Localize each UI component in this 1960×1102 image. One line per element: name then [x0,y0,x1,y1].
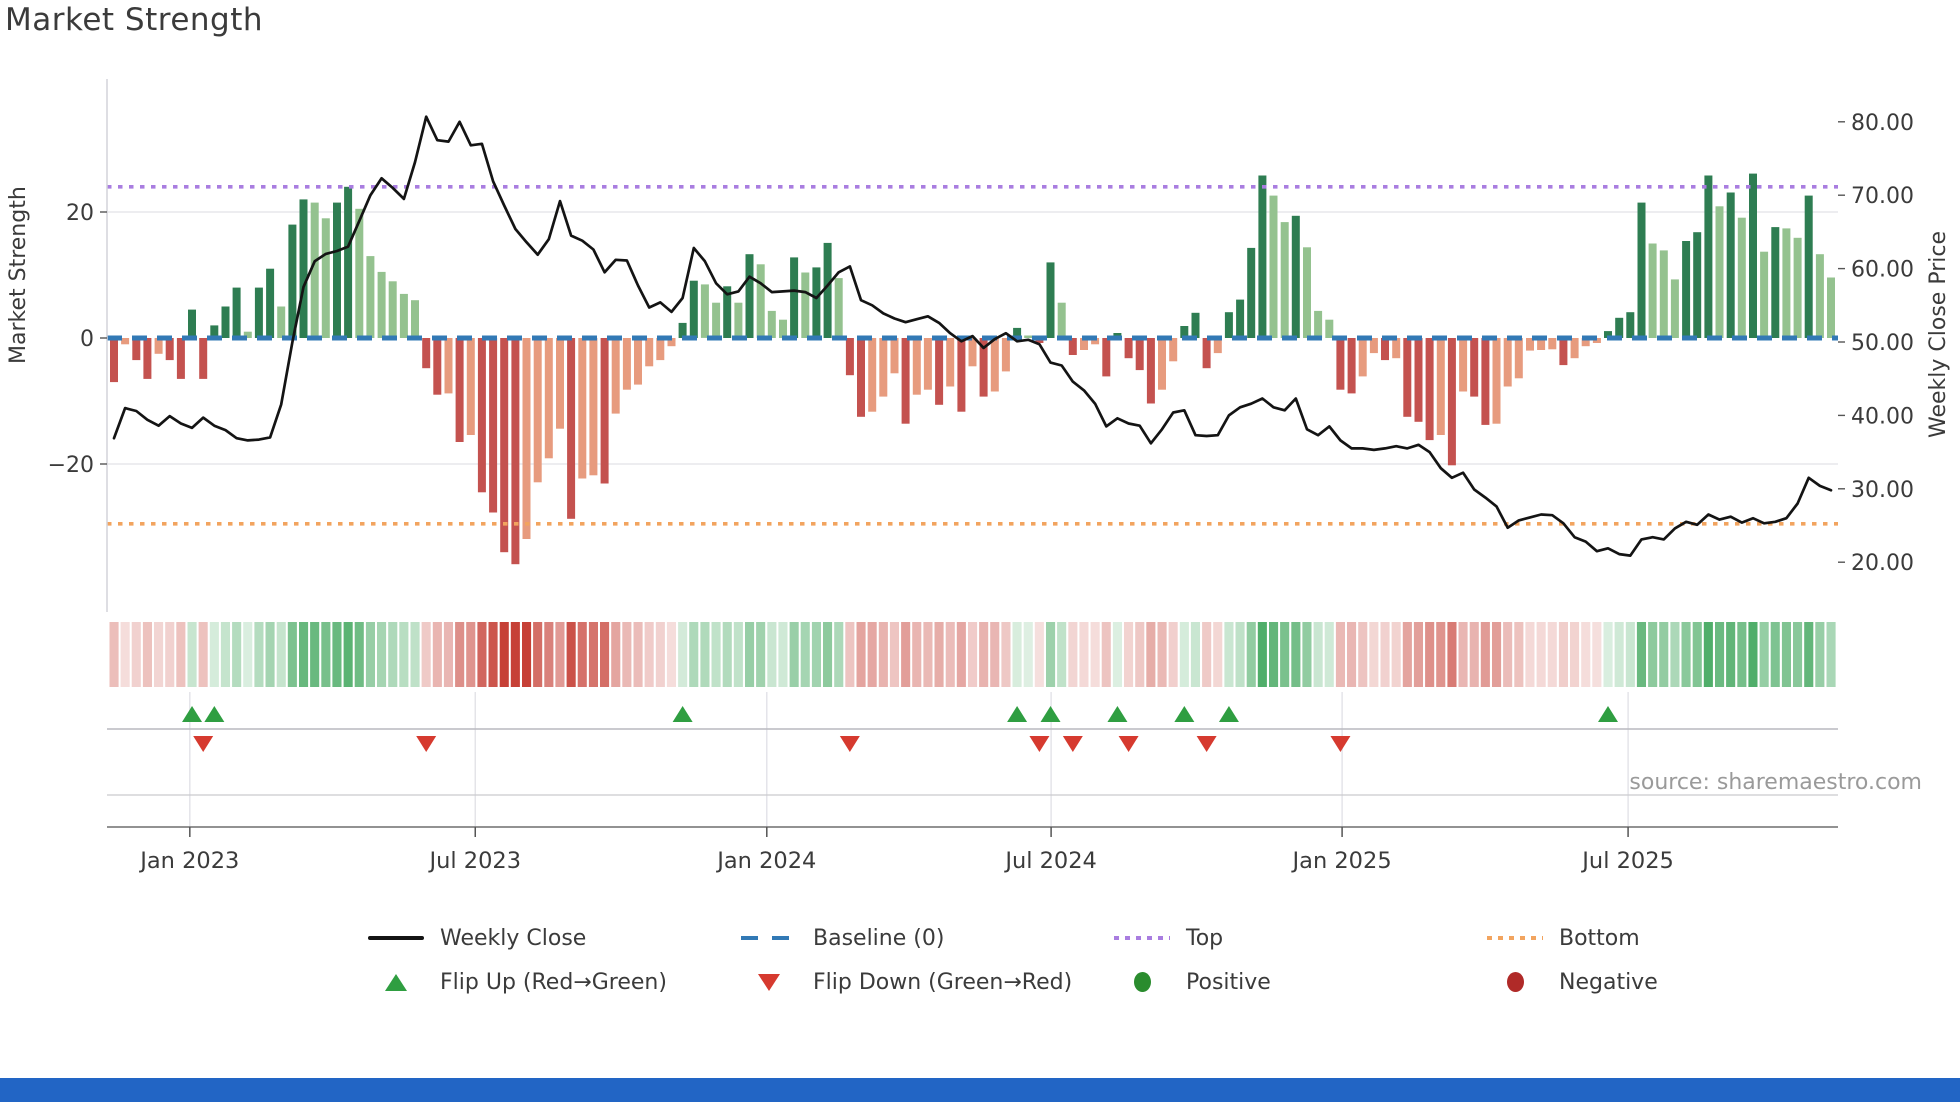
x-tick-label: Jan 2023 [138,848,239,874]
x-axis-labels: Jan 2023 Jul 2023 Jan 2024 Jul 2024 Jan 2025… [138,848,1674,874]
flip-down-marker [1029,736,1050,752]
flip-down-marker [839,736,860,752]
flip-down-marker [1330,736,1351,752]
legend-label: Flip Up (Red→Green) [440,969,667,995]
footer-bar [0,1078,1960,1102]
weekly-close-line [112,115,1833,557]
x-tick-label: Jan 2024 [715,848,816,874]
main-gridlines [107,211,1838,465]
legend-item-top: Top [1114,916,1487,960]
left-tick-label: −20 [48,453,94,478]
legend-item-flip-up: Flip Up (Red→Green) [368,960,741,1004]
legend-item-weekly-close: Weekly Close [368,916,741,960]
negative-circle-icon [1487,972,1543,992]
legend-label: Bottom [1559,925,1640,951]
reference-lines [107,185,1838,526]
legend-label: Baseline (0) [813,925,945,951]
legend-item-flip-down: Flip Down (Green→Red) [741,960,1114,1004]
flip-up-marker [182,706,203,722]
legend-item-negative: Negative [1487,960,1860,1004]
legend-item-baseline: Baseline (0) [741,916,1114,960]
legend-item-positive: Positive [1114,960,1487,1004]
flip-down-marker [1118,736,1139,752]
x-tick-label: Jan 2025 [1291,848,1392,874]
flip-up-marker [1174,706,1195,722]
flip-down-marker [1196,736,1217,752]
chart-legend: Weekly Close Baseline (0) Top Bottom Fli… [368,916,1860,1004]
legend-label: Flip Down (Green→Red) [813,969,1073,995]
left-tick-label: 0 [80,327,94,352]
flip-up-marker [672,706,693,722]
flip-down-marker [1062,736,1083,752]
x-tick-label: Jul 2024 [1003,848,1097,874]
right-tick-label: 50.00 [1851,331,1914,356]
legend-label: Weekly Close [440,925,587,951]
flip-up-marker [1218,706,1239,722]
x-tick-label: Jul 2023 [427,848,521,874]
left-tick-label: 20 [66,201,94,226]
lower-rows [107,692,1838,837]
weekly-close-line-icon [368,936,424,940]
right-tick-label: 80.00 [1851,111,1914,136]
legend-item-bottom: Bottom [1487,916,1860,960]
right-tick-label: 30.00 [1851,478,1914,503]
legend-label: Top [1186,925,1224,951]
positive-circle-icon [1114,972,1170,992]
right-tick-label: 20.00 [1851,551,1914,576]
source-credit: source: sharemaestro.com [1629,770,1922,795]
flip-up-marker [1107,706,1128,722]
flip-up-marker [1007,706,1028,722]
bottom-dotted-icon [1487,936,1543,940]
right-tick-label: 40.00 [1851,404,1914,429]
flip-down-marker [416,736,437,752]
strength-heatmap-strip [109,622,1836,687]
flip-up-marker [1040,706,1061,722]
top-dotted-icon [1114,936,1170,940]
right-tick-label: 60.00 [1851,258,1914,283]
flip-down-marker [193,736,214,752]
axes: 20 0 −20 80.00 70.00 60.00 50.00 40.00 30.00 20.0… [48,79,1914,612]
flip-up-marker [204,706,225,722]
legend-label: Negative [1559,969,1658,995]
x-tick-label: Jul 2025 [1580,848,1674,874]
page-title: Market Strength [5,2,264,38]
legend-label: Positive [1186,969,1271,995]
flip-up-triangle-icon [368,973,424,991]
flip-up-marker [1598,706,1619,722]
strength-bars [110,173,1835,565]
right-tick-label: 70.00 [1851,184,1914,209]
baseline-dash-icon [741,936,797,940]
flip-markers [182,706,1619,752]
flip-down-triangle-icon [741,973,797,991]
